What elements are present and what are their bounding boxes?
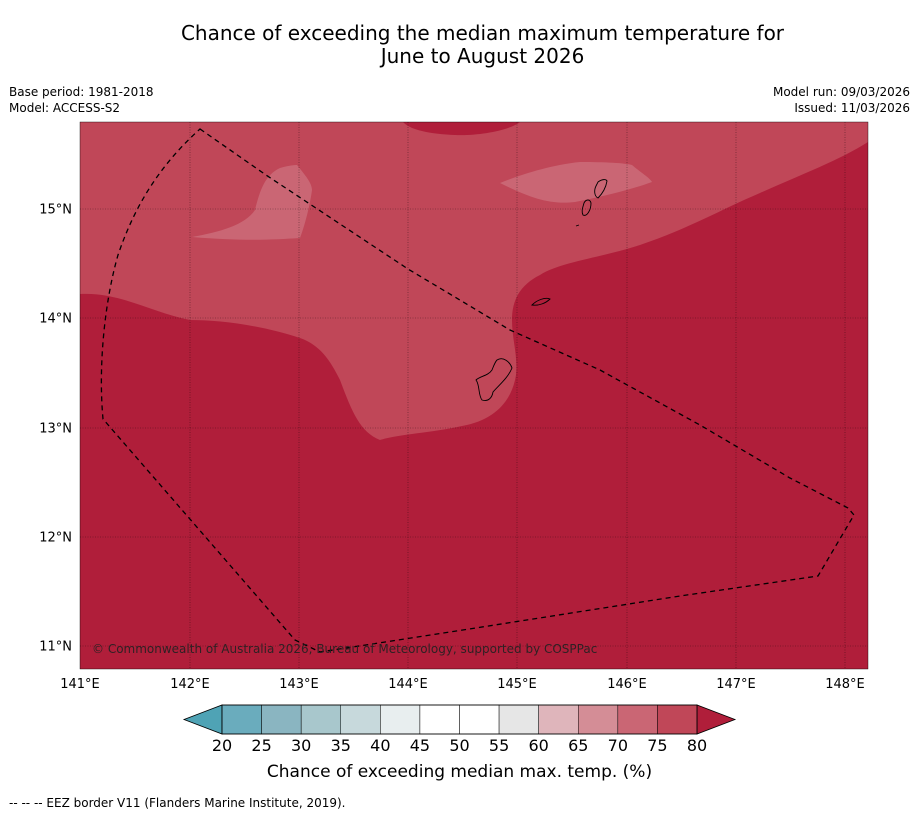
colorbar-tick-label: 60: [528, 736, 548, 755]
colorbar-title: Chance of exceeding median max. temp. (%…: [266, 762, 653, 782]
colorbar-swatch: [498, 704, 539, 735]
latitude-labels: 15°N 14°N 13°N 12°N 11°N: [39, 203, 72, 655]
longitude-tick-label: 145°E: [497, 677, 537, 692]
colorbar-swatch: [419, 704, 460, 735]
colorbar-tick-label: 35: [331, 736, 351, 755]
contour-70-75-west-patch: [192, 165, 312, 240]
model-run-text: Model run: 09/03/2026: [772, 85, 910, 99]
tinian-island: [581, 199, 592, 216]
colorbar-swatch: [221, 704, 262, 735]
model-text: Model: ACCESS-S2: [9, 101, 121, 115]
graticule: [80, 122, 868, 669]
longitude-tick-label: 143°E: [279, 677, 319, 692]
latitude-tick-label: 11°N: [39, 640, 72, 655]
colorbar-over-triangle: [696, 704, 737, 735]
colorbar-outline: [221, 704, 698, 735]
base-period-text: Base period: 1981-2018: [9, 85, 154, 99]
longitude-tick-label: 142°E: [170, 677, 210, 692]
eez-border-line: [100, 128, 855, 653]
colorbar-tick-label: 65: [568, 736, 588, 755]
chart-title: Chance of exceeding the median maximum t…: [0, 22, 919, 68]
colorbar-swatch: [380, 704, 421, 735]
rota-island: [531, 297, 551, 306]
latitude-tick-label: 13°N: [39, 422, 72, 437]
colorbar-swatch: [261, 704, 302, 735]
longitude-tick-label: 147°E: [716, 677, 756, 692]
colorbar-swatch: [657, 704, 698, 735]
guam-island: [475, 358, 513, 401]
colorbar-tick-label: 75: [647, 736, 667, 755]
latitude-tick-label: 14°N: [39, 312, 72, 327]
colorbar-swatch: [340, 704, 381, 735]
islands: [475, 179, 608, 401]
contour-70-75-east-patch: [500, 162, 652, 203]
colorbar-swatch: [538, 704, 579, 735]
latitude-tick-label: 15°N: [39, 203, 72, 218]
colorbar-tick-label: 20: [212, 736, 232, 755]
colorbar-swatch: [578, 704, 619, 735]
colorbar-swatch: [459, 704, 500, 735]
colorbar-swatch: [617, 704, 658, 735]
saipan-island: [594, 179, 608, 199]
colorbar-swatch: [300, 704, 341, 735]
longitude-tick-label: 146°E: [607, 677, 647, 692]
issued-text: Issued: 11/03/2026: [794, 101, 910, 115]
colorbar-tick-label: 55: [489, 736, 509, 755]
meta-left: Base period: 1981-2018 Model: ACCESS-S2: [9, 84, 154, 116]
title-line-1: Chance of exceeding the median maximum t…: [180, 21, 785, 45]
colorbar-tick-label: 40: [370, 736, 390, 755]
colorbar-under-triangle: [182, 704, 223, 735]
colorbar-tick-label: 50: [449, 736, 469, 755]
latitude-tick-label: 12°N: [39, 531, 72, 546]
colorbar-tick-label: 30: [291, 736, 311, 755]
meta-right: Model run: 09/03/2026 Issued: 11/03/2026: [773, 84, 910, 116]
eez-footnote: -- -- -- EEZ border V11 (Flanders Marine…: [9, 796, 346, 810]
colorbar-tick-label: 45: [410, 736, 430, 755]
longitude-tick-label: 148°E: [825, 677, 865, 692]
map-frame: [79, 121, 869, 670]
colorbar-tick-label: 70: [608, 736, 628, 755]
copyright-text: © Commonwealth of Australia 2026, Bureau…: [92, 642, 597, 656]
colorbar-tick-label: 25: [251, 736, 271, 755]
longitude-tick-label: 141°E: [60, 677, 100, 692]
longitude-labels: 141°E 142°E 143°E 144°E 145°E 146°E 147°E 148°E: [60, 677, 865, 692]
colorbar: 20 25 30 35 40 45 50 55 60 65 70 75 80: [182, 704, 737, 755]
aguijan-islet: [575, 224, 580, 227]
longitude-tick-label: 144°E: [388, 677, 428, 692]
contour-80-top-patch: [403, 122, 520, 136]
title-line-2: June to August 2026: [380, 44, 585, 68]
map-area: © Commonwealth of Australia 2026, Bureau…: [80, 122, 868, 669]
colorbar-tick-label: 80: [687, 736, 707, 755]
